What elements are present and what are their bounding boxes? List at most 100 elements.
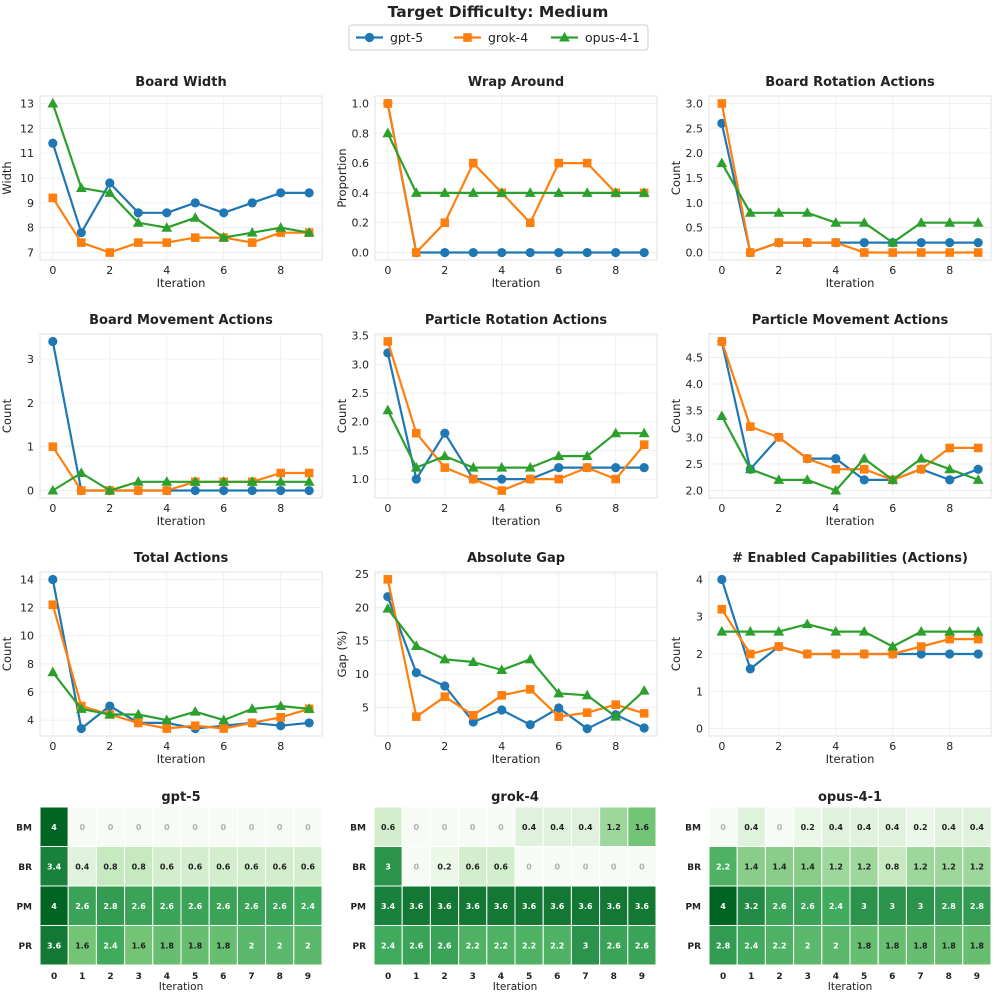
y-tick-label: 0.0 xyxy=(352,247,370,260)
data-point xyxy=(219,208,229,218)
data-point xyxy=(611,474,620,484)
heatmap-cell xyxy=(736,925,766,966)
panel-title: Particle Movement Actions xyxy=(752,313,949,328)
col-label: 9 xyxy=(639,972,645,982)
data-point xyxy=(497,705,507,715)
data-point xyxy=(554,703,564,713)
data-point xyxy=(717,99,727,108)
heatmap-cell xyxy=(849,885,879,926)
cell-value: 0.4 xyxy=(942,823,957,832)
data-point xyxy=(859,475,869,485)
heatmap-cell xyxy=(180,846,210,887)
series-line xyxy=(386,352,645,481)
data-point xyxy=(945,475,955,485)
data-point xyxy=(973,649,983,659)
cell-value: 1.8 xyxy=(216,941,231,950)
heatmap-cell xyxy=(429,806,460,847)
panel-title: Absolute Gap xyxy=(467,551,565,566)
x-tick-label: 8 xyxy=(612,264,619,277)
cell-value: 2 xyxy=(277,941,283,950)
data-point xyxy=(944,463,956,474)
heatmap-cell xyxy=(764,925,795,966)
data-point xyxy=(47,97,59,108)
data-point xyxy=(831,453,841,464)
heatmap-cell xyxy=(962,925,992,966)
y-axis-label: Gap (%) xyxy=(335,631,349,678)
data-point xyxy=(132,217,144,227)
data-point xyxy=(497,474,507,484)
data-point xyxy=(383,337,393,346)
x-tick-label: 2 xyxy=(775,264,782,277)
series-line xyxy=(386,103,645,254)
cell-value: 0 xyxy=(611,862,617,871)
series-opus-4-1 xyxy=(47,467,315,495)
cell-value: 2.4 xyxy=(381,941,396,950)
data-point xyxy=(276,721,286,731)
cell-value: 0 xyxy=(164,823,170,832)
data-point xyxy=(554,474,564,484)
cell-value: 0 xyxy=(583,862,589,871)
heatmap-cell xyxy=(821,846,851,887)
legend-entry-opus-4-1: opus-4-1 xyxy=(551,30,640,45)
data-point xyxy=(802,649,812,659)
data-point xyxy=(638,187,650,197)
cell-value: 3.6 xyxy=(522,902,537,911)
heatmap-cell xyxy=(208,806,238,847)
col-label: 3 xyxy=(136,972,142,982)
data-point xyxy=(411,668,421,678)
data-point xyxy=(304,188,314,198)
y-tick-label: 4 xyxy=(696,573,703,586)
cell-value: 3.6 xyxy=(409,902,424,911)
data-point xyxy=(582,158,592,168)
data-point xyxy=(744,626,756,636)
y-tick-label: 2.0 xyxy=(352,416,370,429)
heatmap-cell xyxy=(236,806,267,847)
data-point xyxy=(745,664,755,674)
series-line xyxy=(51,142,310,234)
series-opus-4-1 xyxy=(716,618,984,651)
data-point xyxy=(859,649,869,659)
cell-value: 0 xyxy=(555,862,561,871)
y-axis-label: Count xyxy=(669,398,683,433)
series-opus-4-1 xyxy=(382,603,650,721)
x-tick-label: 2 xyxy=(775,502,782,515)
data-point xyxy=(48,336,58,347)
col-label: 0 xyxy=(51,972,57,982)
data-point xyxy=(48,138,58,148)
data-point xyxy=(553,450,565,461)
cell-value: 1.6 xyxy=(75,941,90,950)
data-point xyxy=(639,247,649,258)
data-point xyxy=(48,600,58,610)
y-tick-label: 10 xyxy=(20,630,34,643)
cell-value: 1.6 xyxy=(132,941,147,950)
heatmap-cell xyxy=(849,925,879,966)
data-point xyxy=(104,484,116,495)
series-gpt-5 xyxy=(383,592,649,734)
cell-value: 3 xyxy=(918,902,924,911)
y-tick-label: 3.5 xyxy=(686,405,704,418)
y-tick-label: 3.0 xyxy=(686,97,704,110)
series-line xyxy=(386,341,646,492)
data-point xyxy=(247,198,257,208)
data-point xyxy=(189,212,201,222)
data-point xyxy=(411,474,421,484)
data-point xyxy=(554,712,564,721)
cell-value: 0.6 xyxy=(301,862,316,871)
data-point xyxy=(859,238,869,248)
data-point xyxy=(303,476,315,486)
y-tick-label: 7 xyxy=(27,247,34,260)
heatmap-cell xyxy=(708,885,738,926)
y-tick-label: 1.0 xyxy=(686,197,704,210)
data-point xyxy=(104,187,116,197)
panel-title: # Enabled Capabilities (Actions) xyxy=(732,551,968,566)
data-point xyxy=(276,228,285,237)
x-tick-label: 4 xyxy=(163,264,170,277)
line-chart-panel: 0 2 4 6 8 5 10 15 20 25 Absolute Gap Iteration Gap (… xyxy=(335,551,658,766)
data-point xyxy=(382,404,394,415)
y-tick-label: 1 xyxy=(27,441,34,454)
data-point xyxy=(945,649,955,659)
x-tick-label: 4 xyxy=(498,502,505,515)
col-label: 8 xyxy=(277,972,283,982)
y-tick-label: 3.5 xyxy=(352,330,370,343)
data-point xyxy=(162,724,172,733)
